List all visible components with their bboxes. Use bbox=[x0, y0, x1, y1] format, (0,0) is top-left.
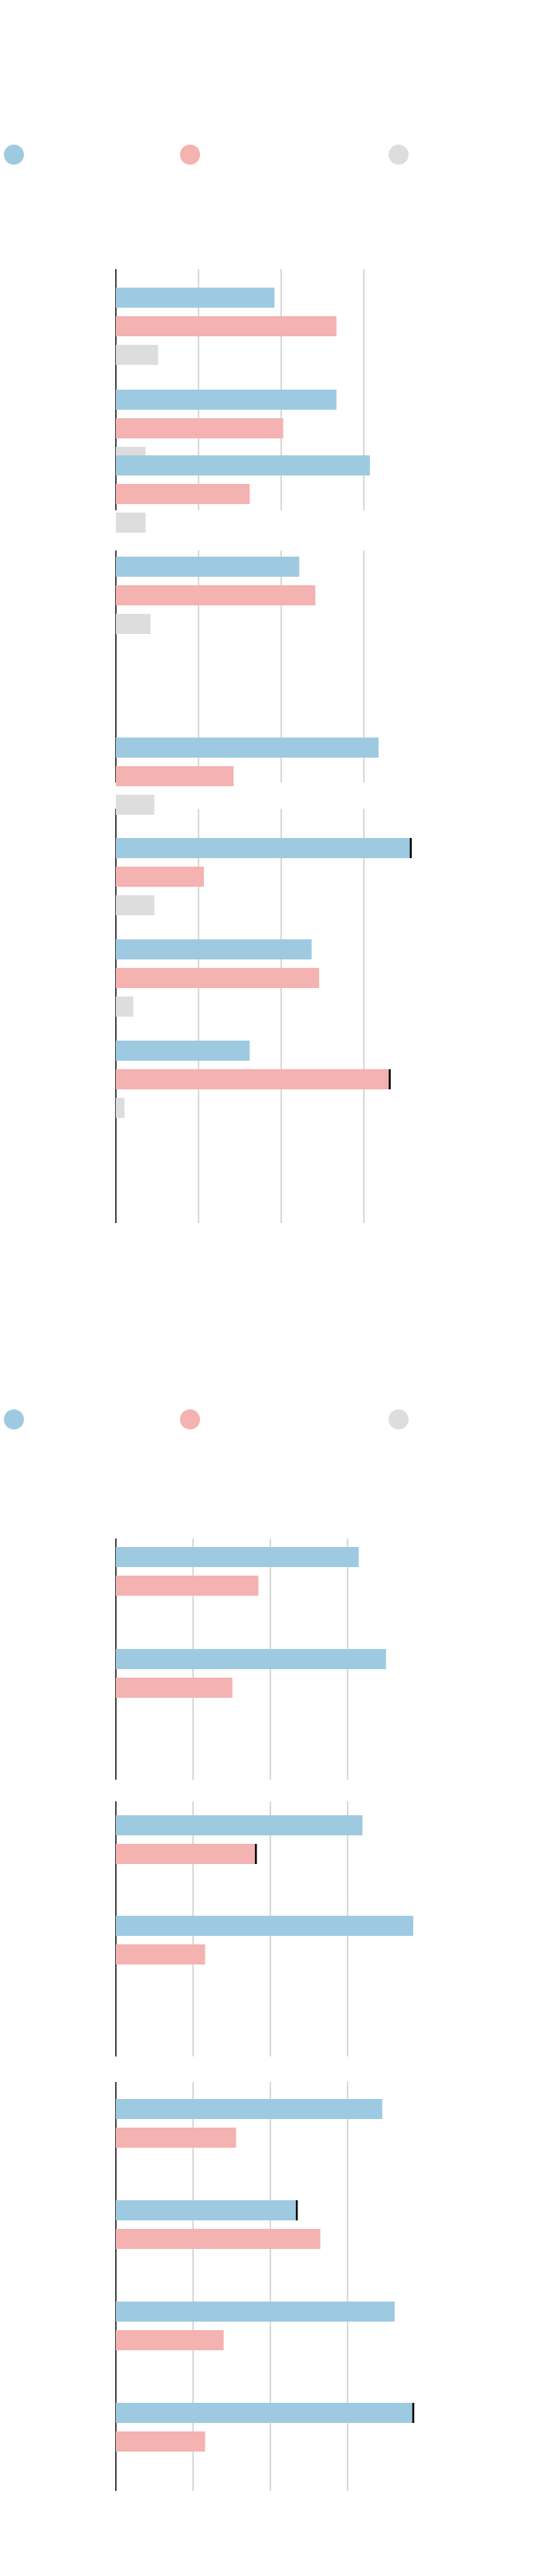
bar-blue-2-3-2 bbox=[116, 2200, 297, 2220]
legend-swatch-pink-1 bbox=[180, 145, 200, 165]
bar-pink-2-3-2 bbox=[116, 2229, 321, 2249]
bar-blue-1-2-2 bbox=[116, 557, 300, 577]
bar-gray-1-3-1 bbox=[116, 795, 154, 815]
bar-pink-2-3-4 bbox=[116, 2431, 205, 2452]
legend-swatch-gray-2 bbox=[389, 1409, 409, 1429]
bar-blue-1-2-1 bbox=[116, 455, 370, 475]
bar-pink-1-1-2 bbox=[116, 418, 283, 438]
bar-blue-1-3-3 bbox=[116, 939, 312, 959]
legend-swatch-blue-1 bbox=[4, 145, 24, 165]
bar-gray-1-2-1 bbox=[116, 513, 146, 533]
bar-gray-1-3-3 bbox=[116, 997, 134, 1017]
bar-gray-1-3-4 bbox=[116, 1098, 125, 1118]
bar-blue-2-2-1 bbox=[116, 1815, 363, 1835]
bar-blue-2-1-1 bbox=[116, 1547, 359, 1567]
bar-pink-1-1-1 bbox=[116, 316, 337, 336]
bar-blue-2-3-3 bbox=[116, 2302, 395, 2322]
bar-pink-1-3-3 bbox=[116, 968, 320, 988]
bar-pink-1-3-4 bbox=[116, 1069, 390, 1089]
bar-gray-1-1-1 bbox=[116, 345, 158, 365]
bar-pink-2-1-2 bbox=[116, 1678, 233, 1698]
bar-pink-2-3-1 bbox=[116, 2128, 236, 2148]
bar-gray-1-2-2 bbox=[116, 614, 151, 634]
legend-swatch-gray-1 bbox=[389, 145, 409, 165]
bar-pink-1-2-2 bbox=[116, 585, 316, 605]
bar-pink-2-2-1 bbox=[116, 1844, 256, 1864]
bar-pink-2-1-1 bbox=[116, 1576, 259, 1596]
bar-pink-1-3-2 bbox=[116, 867, 204, 887]
bar-blue-1-3-2 bbox=[116, 838, 411, 858]
bar-blue-2-3-4 bbox=[116, 2403, 413, 2423]
bar-blue-1-1-1 bbox=[116, 288, 275, 308]
bar-blue-1-3-4 bbox=[116, 1041, 250, 1061]
bar-pink-1-2-1 bbox=[116, 484, 250, 504]
bar-blue-2-1-2 bbox=[116, 1649, 386, 1669]
bar-blue-2-2-2 bbox=[116, 1916, 413, 1936]
bar-gray-1-3-2 bbox=[116, 895, 154, 915]
bar-blue-1-1-2 bbox=[116, 390, 337, 410]
bar-pink-1-3-1 bbox=[116, 766, 234, 786]
bar-pink-2-2-2 bbox=[116, 1944, 205, 1964]
bar-blue-1-3-1 bbox=[116, 738, 379, 758]
bar-blue-2-3-1 bbox=[116, 2099, 382, 2119]
legend-swatch-blue-2 bbox=[4, 1409, 24, 1429]
legend-swatch-pink-2 bbox=[180, 1409, 200, 1429]
bar-pink-2-3-3 bbox=[116, 2330, 224, 2350]
